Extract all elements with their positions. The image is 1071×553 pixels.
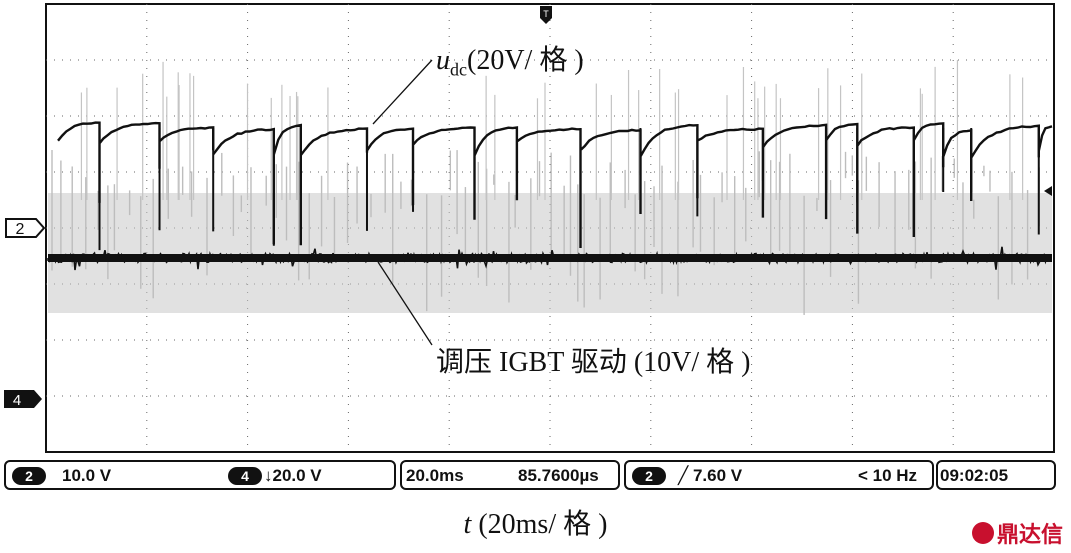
ch2-marker-shape [5,218,46,238]
trigger-level-arrow [1044,186,1052,196]
igbt-leader-line [377,261,433,346]
trig-level: ╱ 7.60 V [678,466,743,485]
igbt-label: 调压 IGBT 驱动 (10V/ 格 ) [436,347,751,378]
trigger-panel: 2 ╱ 7.60 V < 10 Hz [624,460,934,490]
channel-markers: 24 [4,218,46,409]
clock: 09:02:05 [940,466,1009,485]
timebase: 20.0ms [406,466,464,485]
delay: 85.7600µs [518,466,599,485]
band-fill [48,193,1052,313]
x-axis-label: t (20ms/ 格 ) [463,509,608,540]
traces [47,121,1053,271]
channel-scale-panel: 2 10.0 V 4 ↓20.0 V [4,460,396,490]
udc-label: udc(20V/ 格 ) [436,45,584,80]
trigger-marker: T [540,6,552,24]
trig-badge: 2 [632,467,666,485]
scope-status-bar: 2 10.0 V 4 ↓20.0 V 20.0ms 85.7600µs 2 ╱ … [0,460,1071,494]
timebase-panel: 20.0ms 85.7600µs [400,460,620,490]
ch2-marker-label: 2 [16,221,25,238]
ch4-marker-label: 4 [13,392,21,409]
trace-udc [57,121,1053,248]
udc-leader-line [372,59,433,125]
ch4-scale: ↓20.0 V [264,466,322,485]
svg-text:T: T [543,9,549,19]
watermark-logo: 鼎达信 [971,517,1063,549]
ch2-scale: 10.0 V [62,466,112,485]
ch4-badge: 4 [228,467,262,485]
series-band [48,60,1052,315]
trig-freq: < 10 Hz [858,466,918,485]
igbt-core [48,254,1052,262]
oscilloscope-plot: 24 T [4,3,1055,453]
clock-panel: 09:02:05 [936,460,1056,490]
ch4-marker-shape [4,390,42,408]
watermark-icon [971,522,994,544]
ch2-badge: 2 [12,467,46,485]
